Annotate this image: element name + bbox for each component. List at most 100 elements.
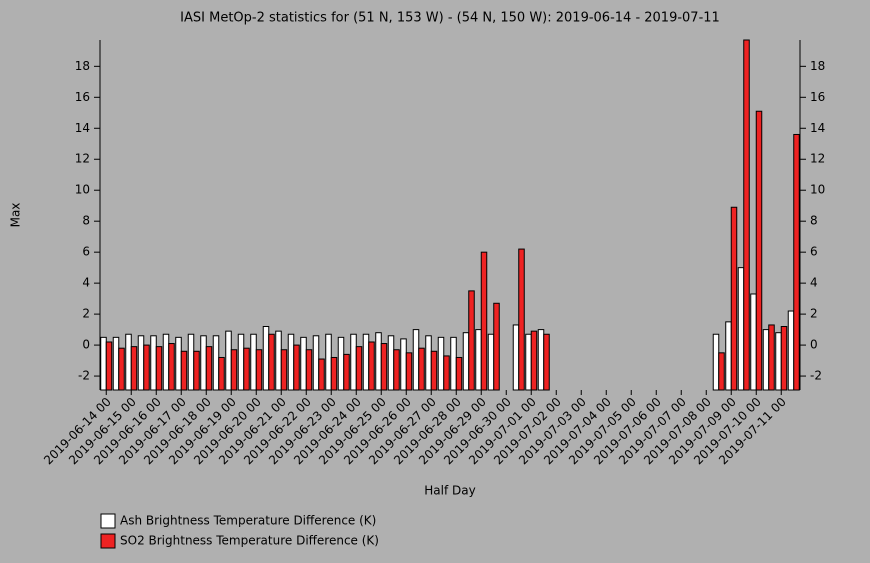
bar [462,332,470,391]
bar [305,349,313,391]
y-tick-label: 6 [82,245,90,259]
bar [405,352,413,391]
legend-swatch [100,533,116,549]
bar [512,324,520,391]
bar [787,310,795,391]
bar [537,329,545,391]
bar [230,349,238,391]
bar [318,358,325,391]
bar [155,346,163,391]
bar [100,336,107,391]
bar [455,356,463,391]
y2-tick-label: -2 [810,369,822,383]
y2-tick-label: 2 [810,307,818,321]
y-tick-label: 8 [82,214,90,228]
bar [768,324,775,391]
bar [430,350,438,391]
chart-title: IASI MetOp-2 statistics for (51 N, 153 W… [180,11,720,26]
bar [218,356,225,391]
bar [755,110,763,391]
bar [387,335,395,391]
bar [130,346,138,391]
bar [725,321,732,391]
bar [237,333,245,391]
bar [343,353,350,391]
bar [243,347,250,391]
bar [293,344,300,391]
bar [737,267,745,391]
bar [425,335,432,391]
y2-tick-label: 6 [810,245,818,259]
bar [762,329,770,391]
bar [730,206,738,391]
y-tick-label: 0 [82,338,90,352]
legend-swatch [100,513,116,529]
y2-tick-label: 0 [810,338,818,352]
y-tick-label: -2 [78,369,90,383]
bar [330,356,338,391]
bar [250,333,257,391]
bar [437,336,445,391]
y-tick-label: 12 [75,152,90,166]
bar [287,333,295,391]
bar [750,293,757,391]
bar [418,347,425,391]
bar [205,346,213,391]
bar [325,333,332,391]
bar [780,326,788,391]
y-tick-label: 10 [75,183,90,197]
bar [718,352,725,391]
bar [368,341,375,391]
bar [112,336,120,391]
bar [212,335,220,391]
bar [525,333,532,391]
bar [712,333,720,391]
y-tick-label: 16 [75,90,90,104]
y-tick-label: 4 [82,276,90,290]
bar [125,333,132,391]
bar [443,355,450,391]
bar [530,330,538,391]
bar [337,336,345,391]
y2-tick-label: 12 [810,152,825,166]
bar [375,332,382,391]
bar [143,344,150,391]
y2-tick-label: 14 [810,121,825,135]
bar [300,336,307,391]
y-axis-label: Max [9,203,23,228]
y-tick-label: 2 [82,307,90,321]
bar [255,349,263,391]
bar [450,336,457,391]
bar [743,39,750,391]
bar [268,333,275,391]
bar [312,335,320,391]
bar [187,333,195,391]
bar [150,335,157,391]
y2-tick-label: 10 [810,183,825,197]
y2-tick-label: 8 [810,214,818,228]
bar [355,346,363,391]
bar [180,350,188,391]
bar [475,329,482,391]
bar [262,326,270,391]
bar [775,332,782,391]
y-tick-label: 14 [75,121,90,135]
bar [193,350,200,391]
bar [380,343,388,391]
y-tick-label: 18 [75,59,90,73]
y2-tick-label: 18 [810,59,825,73]
bar [175,336,182,391]
bar [412,329,420,391]
bar [168,343,175,391]
bar [280,349,288,391]
bar [543,333,550,391]
bar [105,341,113,391]
bar [518,248,525,391]
bar [137,335,145,391]
bar [487,333,495,391]
bar [350,333,357,391]
x-axis-label: Half Day [424,484,475,498]
bar [275,330,282,391]
